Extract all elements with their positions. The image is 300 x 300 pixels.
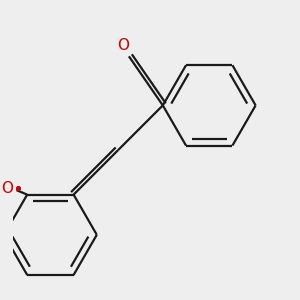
Text: O: O xyxy=(2,181,14,196)
Text: O: O xyxy=(118,38,130,53)
